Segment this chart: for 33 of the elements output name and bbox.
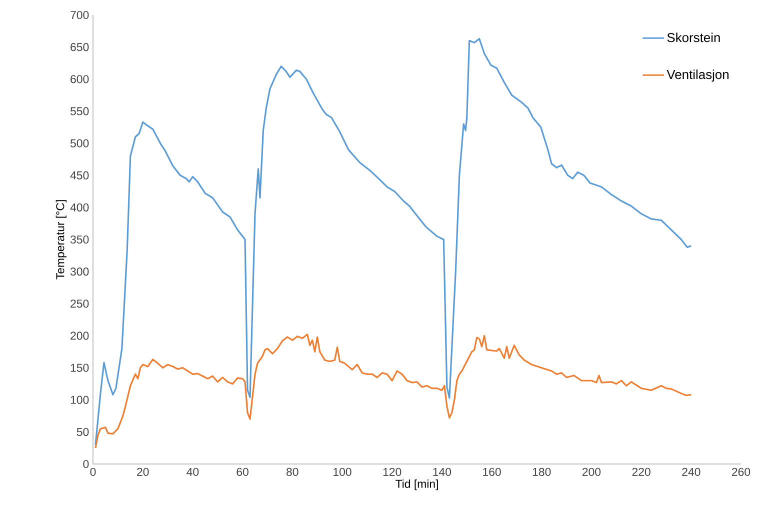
y-tick-label: 700 bbox=[70, 10, 89, 20]
x-tick-label: 160 bbox=[483, 468, 501, 476]
y-tick-label: 300 bbox=[70, 268, 89, 276]
y-tick-label: 250 bbox=[70, 300, 89, 308]
y-tick-label: 0 bbox=[83, 460, 89, 468]
y-tick-label: 50 bbox=[76, 428, 89, 436]
y-tick-label: 150 bbox=[70, 364, 89, 372]
legend-label: Skorstein bbox=[667, 32, 720, 42]
x-tick-label: 240 bbox=[682, 468, 700, 476]
y-tick-label: 450 bbox=[70, 171, 89, 180]
y-axis-title: Temperatur [°C] bbox=[56, 200, 67, 280]
y-tick-label: 400 bbox=[70, 203, 89, 212]
x-tick-label: 40 bbox=[186, 468, 199, 476]
x-tick-label: 100 bbox=[334, 468, 352, 476]
x-tick-label: 140 bbox=[433, 468, 452, 476]
x-tick-label: 120 bbox=[383, 468, 402, 476]
x-tick-label: 20 bbox=[137, 468, 149, 476]
x-tick-label: 0 bbox=[90, 468, 96, 476]
y-tick-label: 550 bbox=[70, 107, 89, 116]
x-tick-label: 60 bbox=[236, 468, 248, 476]
legend-label: Ventilasjon bbox=[666, 70, 728, 82]
y-tick-label: 100 bbox=[70, 396, 89, 404]
x-axis-title: Tid [min] bbox=[396, 479, 438, 490]
y-tick-label: 200 bbox=[70, 332, 89, 340]
x-tick-label: 220 bbox=[632, 468, 650, 476]
y-tick-label: 650 bbox=[70, 43, 89, 52]
y-tick-label: 350 bbox=[70, 235, 89, 244]
x-tick-label: 80 bbox=[286, 468, 298, 476]
y-tick-label: 500 bbox=[70, 139, 89, 148]
x-tick-label: 180 bbox=[532, 468, 551, 476]
x-tick-label: 260 bbox=[732, 468, 750, 476]
x-tick-label: 200 bbox=[582, 468, 601, 476]
y-tick-label: 600 bbox=[70, 75, 89, 84]
